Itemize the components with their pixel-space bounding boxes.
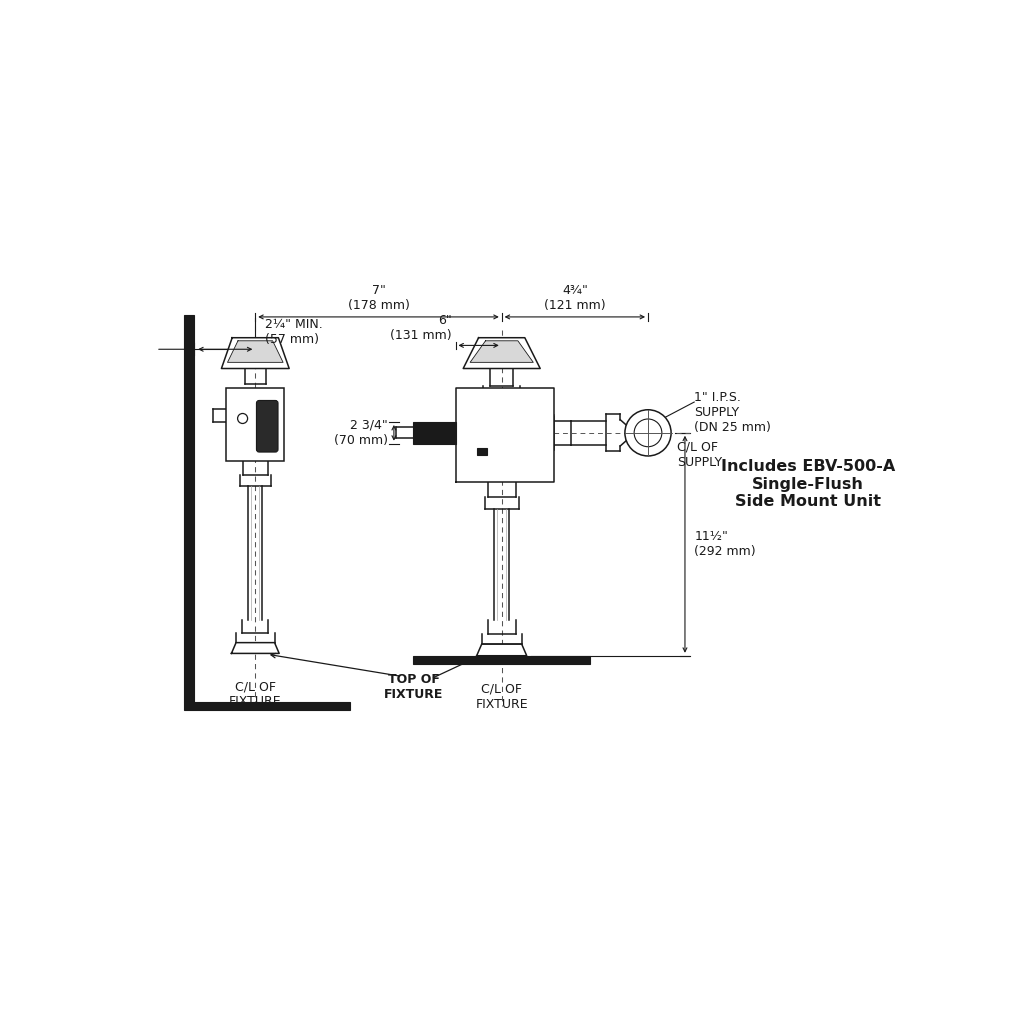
Text: 6"
(131 mm): 6" (131 mm) bbox=[390, 314, 452, 342]
Bar bbox=[184, 701, 350, 711]
Text: 2¼" MIN.
(57 mm): 2¼" MIN. (57 mm) bbox=[264, 318, 323, 346]
Text: C/L OF
FIXTURE: C/L OF FIXTURE bbox=[229, 680, 282, 709]
Text: 2 3/4"
(70 mm): 2 3/4" (70 mm) bbox=[334, 419, 388, 446]
FancyBboxPatch shape bbox=[256, 400, 278, 452]
Polygon shape bbox=[477, 644, 526, 655]
Circle shape bbox=[625, 410, 671, 456]
Text: C/L OF
SUPPLY: C/L OF SUPPLY bbox=[677, 440, 722, 469]
Bar bbox=[413, 422, 456, 443]
Bar bbox=[477, 447, 487, 456]
Polygon shape bbox=[231, 643, 280, 653]
Bar bbox=[184, 314, 195, 701]
Bar bbox=[413, 655, 590, 665]
Polygon shape bbox=[221, 338, 289, 369]
Polygon shape bbox=[456, 388, 554, 481]
Circle shape bbox=[634, 419, 662, 446]
Text: 1" I.P.S.
SUPPLY
(DN 25 mm): 1" I.P.S. SUPPLY (DN 25 mm) bbox=[694, 390, 771, 433]
Polygon shape bbox=[463, 338, 541, 369]
Text: 7"
(178 mm): 7" (178 mm) bbox=[347, 285, 410, 312]
Text: Includes EBV-500-A
Single-Flush
Side Mount Unit: Includes EBV-500-A Single-Flush Side Mou… bbox=[721, 459, 895, 509]
Circle shape bbox=[238, 414, 248, 424]
Text: 4¾"
(121 mm): 4¾" (121 mm) bbox=[544, 285, 605, 312]
Polygon shape bbox=[227, 341, 283, 362]
Polygon shape bbox=[470, 341, 534, 362]
Bar bbox=[226, 388, 285, 461]
Text: TOP OF
FIXTURE: TOP OF FIXTURE bbox=[384, 673, 443, 700]
Text: 11½"
(292 mm): 11½" (292 mm) bbox=[694, 530, 756, 558]
Text: C/L OF
FIXTURE: C/L OF FIXTURE bbox=[475, 683, 528, 711]
